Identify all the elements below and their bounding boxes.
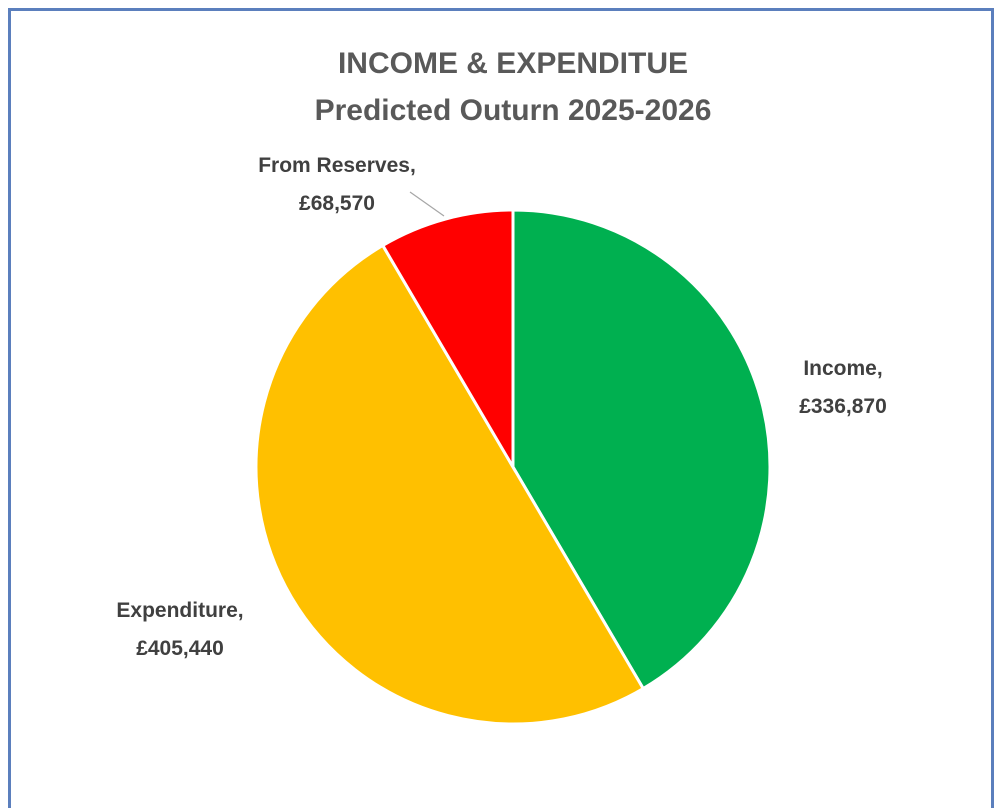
data-label-value: £68,570 bbox=[299, 192, 375, 215]
leader-line bbox=[409, 191, 445, 217]
chart-title: INCOME & EXPENDITUE bbox=[338, 47, 688, 80]
data-label-name: From Reserves, bbox=[258, 154, 416, 177]
data-label-name: Income, bbox=[803, 357, 882, 380]
data-label-value: £336,870 bbox=[799, 395, 887, 418]
data-label-value: £405,440 bbox=[136, 637, 224, 660]
pie-slice-expenditure bbox=[254, 243, 646, 726]
pie-slice-from-reserves bbox=[380, 208, 515, 473]
pie-slices bbox=[254, 208, 772, 726]
pie-slice-income bbox=[511, 208, 772, 691]
chart-subtitle: Predicted Outurn 2025-2026 bbox=[315, 94, 712, 127]
data-labels: Income, £336,870 Expenditure, £405,440 From … bbox=[116, 154, 886, 660]
data-label-name: Expenditure, bbox=[116, 599, 243, 622]
